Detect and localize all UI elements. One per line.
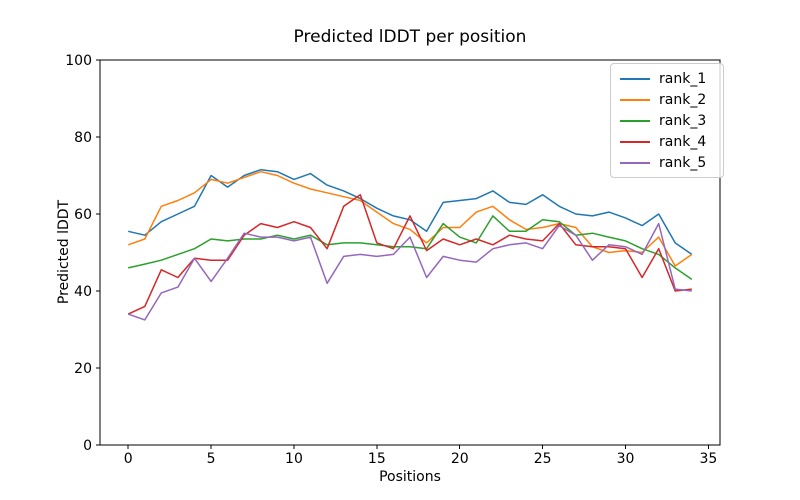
series-line-rank_1: [128, 168, 693, 256]
legend-label: rank_3: [659, 112, 707, 129]
legend-line-sample: [620, 77, 650, 80]
axes-spines: [99, 59, 721, 446]
legend-line-sample: [620, 161, 650, 164]
legend-line-sample: [620, 119, 650, 122]
series-line-rank_4: [127, 194, 692, 315]
legend-label: rank_2: [659, 91, 707, 108]
y-axis-label: Predicted lDDT: [56, 199, 72, 305]
x-tick-label: 30: [617, 451, 635, 467]
series-line-rank_2: [127, 170, 693, 267]
y-tick-label: 20: [74, 361, 92, 377]
legend-entry-rank_3: rank_3: [620, 110, 714, 131]
legend-label: rank_5: [659, 154, 707, 171]
x-axis-label: Positions: [379, 469, 441, 485]
x-tick-label: 25: [534, 451, 552, 467]
legend-label: rank_1: [659, 70, 707, 87]
x-tick-label: 5: [207, 451, 216, 467]
y-tick-label: 0: [83, 438, 92, 454]
series-line-rank_5: [127, 222, 692, 321]
legend-line-sample: [620, 98, 650, 101]
x-tick-label: 20: [451, 451, 469, 467]
legend-entry-rank_4: rank_4: [620, 131, 714, 152]
legend-label: rank_4: [659, 133, 707, 150]
chart-title: Predicted lDDT per position: [293, 27, 527, 47]
legend-entry-rank_5: rank_5: [620, 152, 714, 173]
legend-entry-rank_2: rank_2: [620, 89, 714, 110]
y-tick-label: 60: [74, 207, 92, 223]
x-tick-label: 10: [285, 451, 303, 467]
legend: rank_1 rank_2 rank_3 rank_4 rank_5: [610, 63, 724, 178]
legend-entry-rank_1: rank_1: [620, 68, 714, 89]
x-tick-label: 15: [368, 451, 386, 467]
legend-line-sample: [620, 140, 650, 143]
x-tick-label: 0: [124, 451, 133, 467]
y-tick-label: 100: [65, 53, 92, 69]
series-line-rank_3: [128, 215, 693, 281]
y-tick-label: 80: [74, 130, 92, 146]
y-tick-label: 40: [74, 284, 92, 300]
x-tick-label: 35: [699, 451, 717, 467]
